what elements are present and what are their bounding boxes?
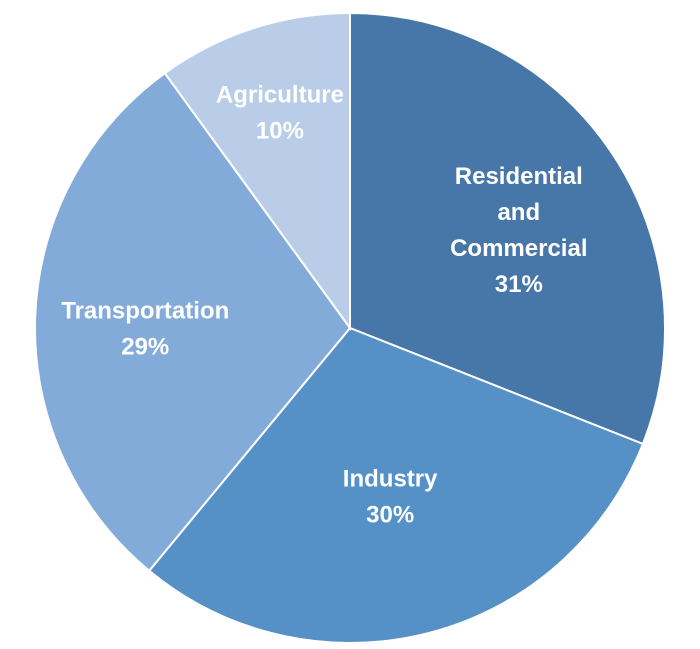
pie-label-industry: Industry 30% xyxy=(343,466,438,529)
pie-slice-transportation xyxy=(34,71,352,573)
pie-labels: Residential and Commercial 31% Industry 30% Tr… xyxy=(61,81,587,528)
pie-value-label: 31% xyxy=(495,271,543,298)
pie-category-label: and xyxy=(497,199,540,226)
pie-slice-agriculture xyxy=(163,11,351,332)
pie-slices xyxy=(34,11,666,645)
pie-label-residential-and-commercial: Residential and Commercial 31% xyxy=(450,163,587,298)
pie-value-label: 30% xyxy=(366,502,414,529)
pie-category-label: Residential xyxy=(455,163,583,190)
pie-category-label: Commercial xyxy=(450,235,587,262)
pie-slice-industry xyxy=(147,326,645,645)
pie-category-label: Transportation xyxy=(61,298,229,325)
pie-value-label: 10% xyxy=(256,117,304,144)
pie-category-label: Agriculture xyxy=(216,81,344,108)
pie-value-label: 29% xyxy=(121,334,169,361)
pie-label-transportation: Transportation 29% xyxy=(61,298,229,361)
pie-slice-residential-and-commercial xyxy=(349,11,666,446)
pie-category-label: Industry xyxy=(343,466,438,493)
pie-label-agriculture: Agriculture 10% xyxy=(216,81,344,144)
